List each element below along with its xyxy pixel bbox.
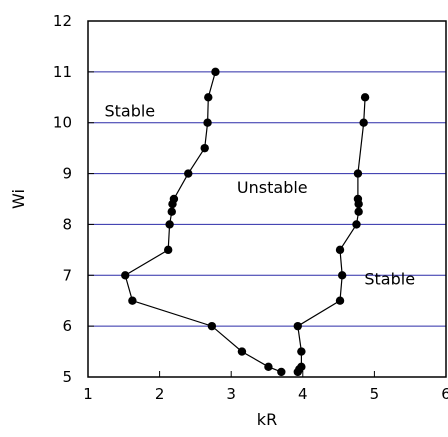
y-tick-label-12: 12 xyxy=(53,12,72,30)
data-point-2-1 xyxy=(360,93,370,102)
x-tick-label-3: 3 xyxy=(226,385,236,403)
data-point-2-10 xyxy=(335,296,345,305)
y-tick-label-10: 10 xyxy=(53,114,72,132)
data-point-2-12 xyxy=(297,347,306,356)
annotations: Stable Unstable Stable xyxy=(104,102,415,289)
plot-frame xyxy=(87,20,447,378)
gridlines xyxy=(88,71,446,327)
data-point-2-6 xyxy=(354,207,363,216)
data-point-1-4 xyxy=(200,143,209,153)
data-point-2-2 xyxy=(359,118,368,127)
data-point-2-7 xyxy=(352,220,361,229)
x-tick-label-5: 5 xyxy=(370,385,380,403)
y-tick-label-5: 5 xyxy=(62,368,72,386)
data-point-1-1 xyxy=(211,67,220,77)
y-tick-label-6: 6 xyxy=(62,317,72,335)
data-point-2-8 xyxy=(335,245,345,255)
annotation-3: Stable xyxy=(364,269,415,288)
x-tick-label-1: 1 xyxy=(83,385,93,403)
y-tick-label-7: 7 xyxy=(62,266,72,284)
x-axis-title: kR xyxy=(257,410,277,429)
data-point-1-2 xyxy=(204,93,213,102)
annotation-2: Unstable xyxy=(237,178,308,197)
data-point-1-16 xyxy=(277,367,286,377)
series-lines xyxy=(124,71,366,373)
data-point-1-12 xyxy=(128,296,137,305)
data-point-1-9 xyxy=(165,220,174,229)
data-point-2-15 xyxy=(293,367,302,377)
data-point-2-5 xyxy=(354,199,363,209)
data-point-1-8 xyxy=(167,207,176,216)
annotation-1: Stable xyxy=(104,102,155,121)
data-point-1-7 xyxy=(168,199,177,209)
x-tick-label-2: 2 xyxy=(155,385,165,403)
series-line-2 xyxy=(297,97,366,373)
data-point-1-3 xyxy=(203,118,212,127)
y-tick-label-11: 11 xyxy=(53,63,72,81)
series-line-1 xyxy=(124,71,282,373)
y-tick-label-9: 9 xyxy=(62,165,72,183)
data-point-1-5 xyxy=(184,169,193,178)
data-point-2-3 xyxy=(353,169,363,178)
x-tick-label-6: 6 xyxy=(441,385,448,403)
y-axis-title: Wi xyxy=(9,189,28,209)
data-point-1-11 xyxy=(121,271,130,280)
data-point-1-10 xyxy=(163,245,173,255)
y-tick-label-8: 8 xyxy=(62,215,72,233)
data-points xyxy=(121,67,370,377)
data-point-1-15 xyxy=(264,362,273,372)
data-point-2-9 xyxy=(337,271,347,280)
data-point-2-11 xyxy=(293,321,302,331)
data-point-1-13 xyxy=(207,321,217,331)
x-tick-label-4: 4 xyxy=(298,385,308,403)
data-point-1-14 xyxy=(237,347,247,356)
